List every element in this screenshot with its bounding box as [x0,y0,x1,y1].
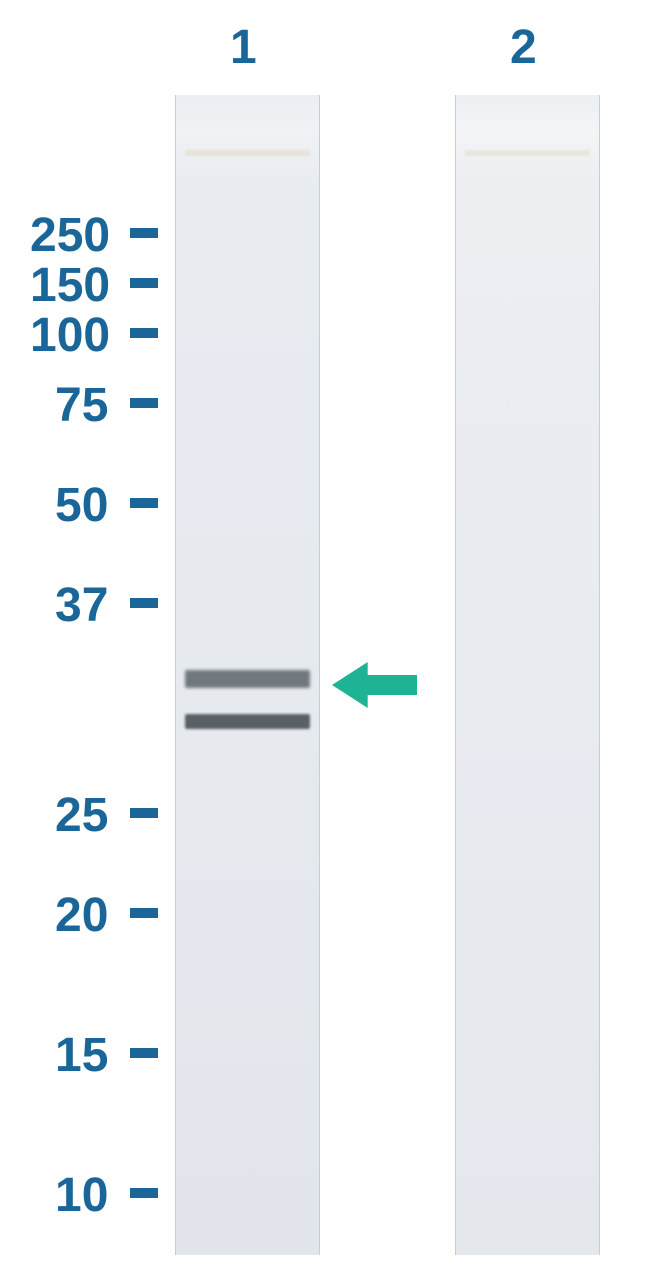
mw-dash-20 [130,908,158,918]
mw-dash-75 [130,398,158,408]
mw-dash-100 [130,328,158,338]
lane-header-2: 2 [510,20,537,75]
faint-mark-2 [465,150,590,156]
mw-marker-37: 37 [55,578,108,633]
mw-marker-250: 250 [30,208,110,263]
mw-dash-250 [130,228,158,238]
protein-band-1 [185,670,310,688]
faint-mark-1 [185,150,310,156]
mw-marker-100: 100 [30,308,110,363]
mw-marker-20: 20 [55,888,108,943]
mw-dash-15 [130,1048,158,1058]
mw-marker-50: 50 [55,478,108,533]
mw-dash-10 [130,1188,158,1198]
mw-marker-15: 15 [55,1028,108,1083]
lane-header-1: 1 [230,20,257,75]
mw-dash-150 [130,278,158,288]
western-blot-figure: 1 2 250150100 75 50 37 25 20 15 10 [0,0,650,1270]
mw-marker-10: 10 [55,1168,108,1223]
mw-marker-75: 75 [55,378,108,433]
mw-dash-37 [130,598,158,608]
indicator-arrow-icon [332,660,417,710]
mw-marker-25: 25 [55,788,108,843]
mw-marker-150: 150 [30,258,110,313]
mw-dash-25 [130,808,158,818]
protein-band-2 [185,714,310,729]
lane-2 [455,95,600,1255]
mw-dash-50 [130,498,158,508]
